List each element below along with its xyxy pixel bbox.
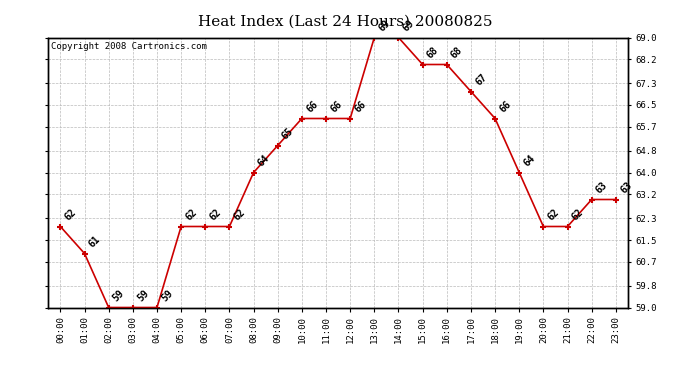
Text: 64: 64 xyxy=(256,153,271,168)
Text: 64: 64 xyxy=(522,153,537,168)
Text: 62: 62 xyxy=(570,207,585,222)
Text: 59: 59 xyxy=(135,288,150,303)
Text: 63: 63 xyxy=(618,180,633,195)
Text: 66: 66 xyxy=(497,99,513,114)
Text: 69: 69 xyxy=(377,18,392,33)
Text: 66: 66 xyxy=(353,99,368,114)
Text: 65: 65 xyxy=(280,126,295,141)
Text: 62: 62 xyxy=(546,207,561,222)
Text: 62: 62 xyxy=(208,207,223,222)
Text: 66: 66 xyxy=(328,99,344,114)
Text: 68: 68 xyxy=(449,45,464,60)
Text: 62: 62 xyxy=(232,207,247,222)
Text: 62: 62 xyxy=(184,207,199,222)
Text: 69: 69 xyxy=(401,18,416,33)
Text: 66: 66 xyxy=(304,99,319,114)
Text: 59: 59 xyxy=(159,288,175,303)
Text: 68: 68 xyxy=(425,45,440,60)
Text: 67: 67 xyxy=(473,72,489,87)
Text: 59: 59 xyxy=(111,288,126,303)
Text: 63: 63 xyxy=(594,180,609,195)
Text: 62: 62 xyxy=(63,207,78,222)
Text: Copyright 2008 Cartronics.com: Copyright 2008 Cartronics.com xyxy=(51,42,207,51)
Text: 61: 61 xyxy=(87,234,102,249)
Text: Heat Index (Last 24 Hours) 20080825: Heat Index (Last 24 Hours) 20080825 xyxy=(198,15,492,29)
